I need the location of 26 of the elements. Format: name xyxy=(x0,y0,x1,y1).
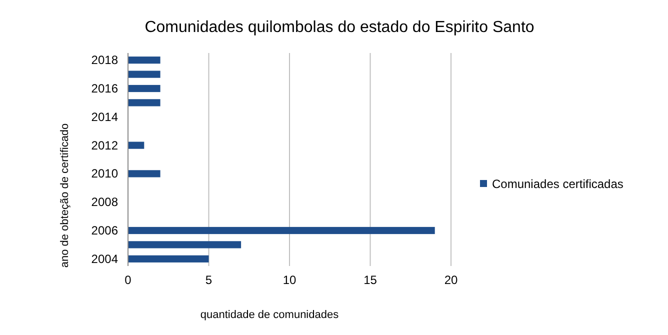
chart-title: Comunidades quilombolas do estado do Espirito Santo xyxy=(144,19,534,36)
x-axis-title: quantidade de comunidades xyxy=(200,309,340,321)
y-tick-label: 2006 xyxy=(91,224,118,238)
y-axis-title: ano de obteção de certificado xyxy=(59,123,71,268)
bar xyxy=(128,170,160,178)
bar xyxy=(128,241,242,248)
y-tick-label: 2014 xyxy=(91,110,118,124)
bar xyxy=(128,226,435,234)
legend-label: Comuniades certificadas xyxy=(492,177,624,191)
x-tick-label: 5 xyxy=(205,273,212,287)
y-tick-label: 2010 xyxy=(91,166,118,181)
x-tick-label: 10 xyxy=(282,273,296,287)
y-tick-label: 2012 xyxy=(91,138,118,152)
bar xyxy=(128,84,160,92)
x-tick-label: 20 xyxy=(444,273,458,287)
bar xyxy=(128,99,160,106)
bar xyxy=(128,142,144,149)
bar xyxy=(128,70,160,78)
y-tick-label: 2018 xyxy=(91,53,118,68)
y-tick-label: 2016 xyxy=(91,82,118,96)
x-tick-label: 15 xyxy=(364,273,378,287)
x-tick-label: 0 xyxy=(124,273,132,287)
bar xyxy=(128,56,160,64)
y-tick-label: 2008 xyxy=(91,195,118,210)
y-tick-label: 2004 xyxy=(91,252,118,266)
bar xyxy=(128,255,209,262)
